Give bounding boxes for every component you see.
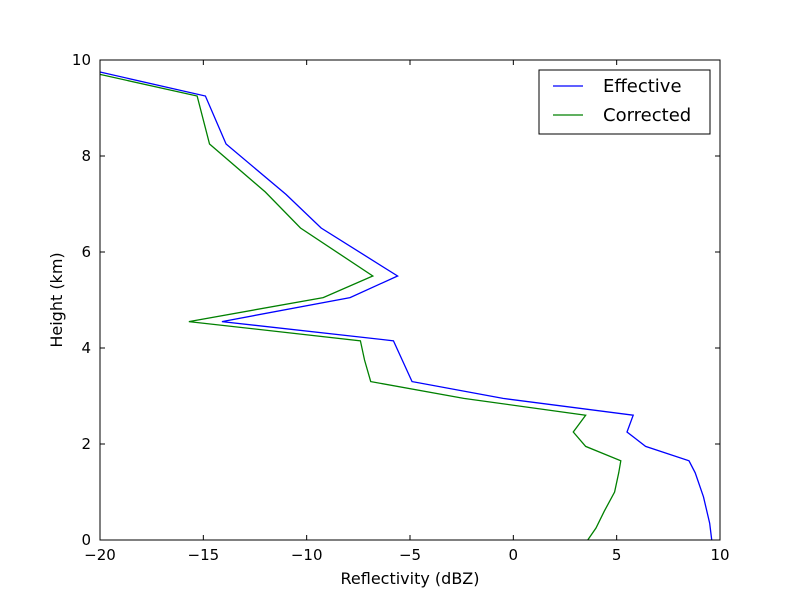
- plot-lines: [99, 71, 713, 541]
- x-tick-label: −5: [399, 546, 421, 564]
- y-tick-label: 8: [81, 147, 91, 165]
- series-line-effective: [99, 71, 713, 541]
- y-axis-label: Height (km): [47, 252, 66, 347]
- legend-label-corrected: Corrected: [603, 105, 691, 126]
- x-tick-label: 0: [509, 546, 519, 564]
- y-tick-label: 10: [72, 51, 91, 69]
- y-tick-label: 6: [81, 243, 91, 261]
- x-tick-label: 5: [612, 546, 622, 564]
- x-tick-label: −20: [84, 546, 116, 564]
- legend: Effective Corrected: [538, 69, 711, 135]
- y-tick-label: 0: [81, 531, 91, 549]
- legend-label-effective: Effective: [603, 76, 682, 97]
- tick-labels: −20 −15 −10 −5 0 5 10 0 2 4 6 8 10: [72, 51, 730, 564]
- x-axis-label: Reflectivity (dBZ): [341, 569, 480, 588]
- legend-box: [538, 69, 711, 135]
- y-tick-label: 4: [81, 339, 91, 357]
- y-tick-label: 2: [81, 435, 91, 453]
- series-line-corrected: [99, 73, 622, 541]
- x-tick-label: −15: [188, 546, 220, 564]
- x-tick-label: 10: [710, 546, 729, 564]
- axis-ticks: [99, 59, 721, 541]
- x-tick-label: −10: [291, 546, 323, 564]
